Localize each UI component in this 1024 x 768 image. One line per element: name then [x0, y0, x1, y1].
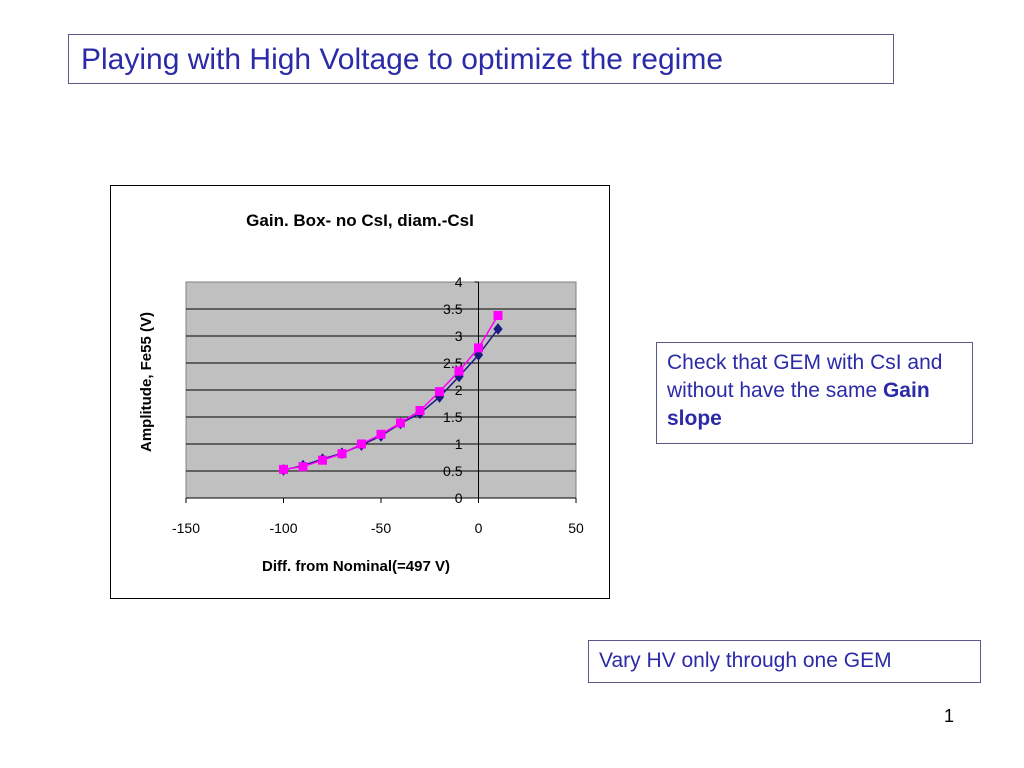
x-tick-label: 50 [568, 520, 584, 536]
series-2-point [376, 429, 386, 439]
x-tick-label: 0 [475, 520, 483, 536]
chart-title: Gain. Box- no CsI, diam.-CsI [246, 211, 474, 230]
y-tick-label: 1 [455, 436, 463, 452]
series-1-point [493, 323, 503, 335]
y-tick-label: 2 [455, 382, 463, 398]
series-2-point [415, 406, 425, 416]
series-2-point [318, 455, 327, 465]
series-2-point [337, 449, 347, 459]
series-2-point [279, 464, 288, 474]
note-gain-slope: Check that GEM with CsI and without have… [656, 342, 973, 444]
note-vary-hv-text: Vary HV only through one GEM [599, 649, 892, 672]
note-vary-hv: Vary HV only through one GEM [588, 640, 981, 683]
series-2-point [298, 462, 308, 472]
y-tick-label: 3 [455, 328, 463, 344]
series-1-point [473, 349, 484, 361]
slide-title: Playing with High Voltage to optimize th… [81, 43, 724, 76]
series-2-point [454, 366, 464, 376]
note-gain-slope-bold: Gain slope [667, 379, 930, 430]
series-2-point [474, 343, 483, 353]
y-tick-label: 3.5 [443, 301, 463, 317]
x-tick-label: -50 [371, 520, 391, 536]
note-gain-slope-text: Check that GEM with CsI and without have… [667, 351, 943, 402]
series-2-point [396, 418, 405, 428]
y-axis-label: Amplitude, Fe55 (V) [138, 312, 155, 452]
x-tick-label: -100 [269, 520, 297, 536]
slide-title-box: Playing with High Voltage to optimize th… [68, 34, 894, 84]
y-tick-label: 0.5 [443, 463, 463, 479]
x-tick-label: -150 [172, 520, 200, 536]
gain-chart: Gain. Box- no CsI, diam.-CsI00.511.522.5… [138, 211, 584, 575]
series-2-point [357, 439, 366, 449]
y-tick-label: 4 [455, 274, 463, 290]
page-number: 1 [944, 706, 955, 726]
x-axis-label: Diff. from Nominal(=497 V) [262, 558, 450, 575]
series-2-point [493, 310, 503, 320]
series-2-point [435, 387, 444, 397]
chart-frame: Gain. Box- no CsI, diam.-CsI 0 0.5 1 1.5 2 2.5… [110, 185, 610, 599]
y-tick-label: 1.5 [443, 409, 463, 425]
